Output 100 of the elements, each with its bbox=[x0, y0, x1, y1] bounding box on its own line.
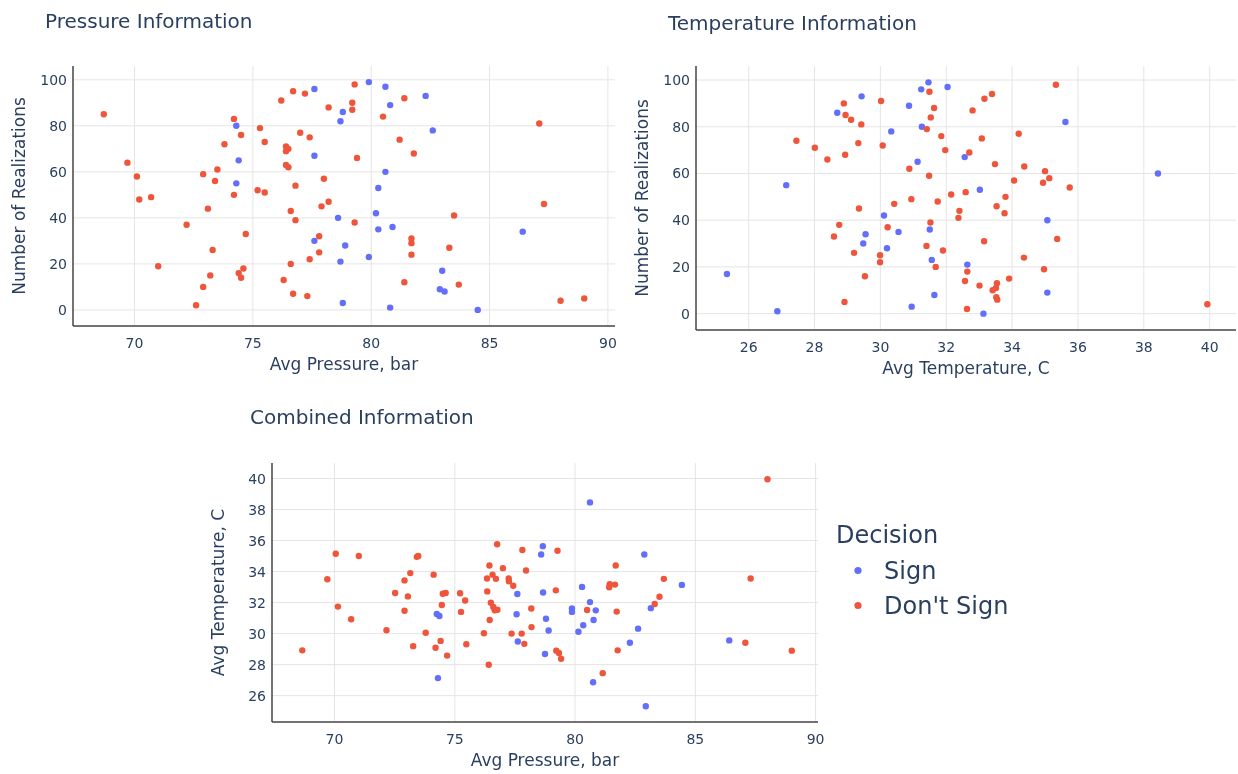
y-tick-label: 30 bbox=[248, 625, 266, 642]
x-tick-label: 85 bbox=[480, 335, 499, 351]
y-tick-label: 28 bbox=[248, 656, 266, 673]
point bbox=[337, 118, 344, 125]
legend-title: Decision bbox=[836, 520, 939, 549]
point bbox=[375, 226, 382, 233]
point bbox=[372, 210, 380, 217]
x-tick-label: 34 bbox=[1003, 339, 1022, 355]
point bbox=[539, 542, 547, 550]
x-tick-label: 70 bbox=[125, 335, 144, 351]
point bbox=[918, 123, 926, 130]
y-axis-title: Avg Temperature, C bbox=[208, 508, 228, 677]
point bbox=[513, 611, 520, 618]
point bbox=[1154, 170, 1162, 177]
point bbox=[1044, 217, 1051, 224]
point bbox=[726, 637, 733, 644]
point bbox=[434, 674, 442, 682]
point bbox=[783, 181, 790, 189]
point bbox=[647, 604, 655, 612]
point bbox=[578, 583, 586, 591]
y-tick-label: 60 bbox=[49, 163, 67, 180]
point bbox=[918, 86, 925, 93]
point bbox=[774, 308, 781, 315]
point bbox=[386, 304, 394, 311]
point bbox=[386, 101, 394, 109]
point bbox=[834, 109, 841, 116]
y-axis-title: Number of Realizations bbox=[632, 99, 652, 297]
point bbox=[926, 226, 933, 233]
point bbox=[888, 128, 895, 135]
point bbox=[537, 551, 545, 558]
y-axis-title: Number of Realizations bbox=[9, 97, 29, 295]
y-tick-label: 80 bbox=[672, 118, 690, 135]
point bbox=[980, 310, 987, 317]
y-tick-label: 100 bbox=[40, 71, 67, 88]
point bbox=[908, 303, 915, 310]
point bbox=[678, 581, 686, 589]
x-tick-label: 75 bbox=[243, 335, 262, 351]
point bbox=[233, 180, 240, 187]
point bbox=[334, 214, 342, 222]
point bbox=[964, 261, 971, 268]
y-tick-label: 80 bbox=[49, 117, 67, 134]
x-tick-label: 36 bbox=[1069, 339, 1087, 355]
y-tick-label: 26 bbox=[248, 687, 267, 704]
point bbox=[519, 228, 526, 235]
x-tick-label: 26 bbox=[739, 339, 758, 355]
x-tick-label: 40 bbox=[1200, 339, 1219, 355]
point bbox=[311, 152, 318, 159]
point bbox=[575, 628, 582, 635]
point bbox=[589, 679, 597, 686]
y-tick-label: 40 bbox=[49, 209, 67, 226]
x-tick-label: 75 bbox=[445, 731, 464, 747]
x-axis-title: Avg Pressure, bar bbox=[470, 750, 620, 770]
point bbox=[539, 589, 547, 596]
point bbox=[862, 231, 869, 238]
point bbox=[429, 127, 436, 134]
point bbox=[858, 93, 865, 100]
point bbox=[514, 590, 521, 598]
y-tick-label: 40 bbox=[248, 470, 266, 487]
point bbox=[233, 122, 240, 130]
point bbox=[339, 299, 347, 307]
point bbox=[928, 256, 935, 264]
x-tick-label: 90 bbox=[598, 335, 617, 351]
chart-title: Temperature Information bbox=[667, 11, 917, 35]
y-tick-label: 38 bbox=[248, 501, 266, 518]
point bbox=[441, 288, 448, 295]
point bbox=[1044, 289, 1051, 296]
point bbox=[895, 228, 902, 236]
point bbox=[339, 108, 347, 116]
point bbox=[931, 291, 938, 299]
x-tick-label: 90 bbox=[806, 731, 825, 747]
point bbox=[514, 638, 522, 645]
point bbox=[542, 615, 550, 622]
point bbox=[545, 627, 552, 634]
point bbox=[382, 168, 389, 176]
point bbox=[590, 616, 597, 624]
point bbox=[925, 79, 932, 86]
point bbox=[422, 92, 429, 100]
x-tick-label: 70 bbox=[325, 731, 344, 747]
point bbox=[382, 83, 389, 90]
y-tick-label: 40 bbox=[672, 212, 690, 229]
point bbox=[375, 184, 382, 192]
legend-label: Sign bbox=[884, 556, 937, 585]
point bbox=[976, 186, 984, 194]
point bbox=[439, 267, 446, 274]
point bbox=[586, 598, 594, 606]
point bbox=[580, 622, 587, 629]
x-axis-title: Avg Pressure, bar bbox=[269, 354, 419, 374]
point bbox=[592, 607, 599, 614]
point bbox=[961, 153, 968, 161]
point bbox=[235, 157, 242, 164]
x-tick-label: 28 bbox=[805, 339, 824, 355]
y-tick-label: 0 bbox=[681, 305, 690, 322]
point bbox=[474, 306, 481, 314]
y-tick-label: 60 bbox=[672, 165, 690, 182]
point bbox=[880, 212, 888, 219]
point bbox=[436, 285, 444, 293]
y-tick-label: 20 bbox=[672, 258, 690, 275]
y-tick-label: 32 bbox=[248, 594, 266, 611]
point bbox=[723, 270, 731, 278]
y-tick-label: 100 bbox=[663, 72, 690, 89]
